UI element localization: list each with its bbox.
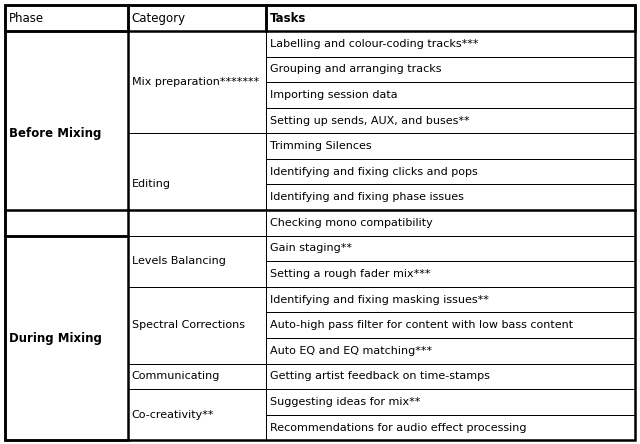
Text: Gain staging**: Gain staging** <box>270 243 352 254</box>
Bar <box>266 108 635 133</box>
Bar <box>266 287 635 313</box>
Bar <box>266 159 635 185</box>
Text: Identifying and fixing clicks and pops: Identifying and fixing clicks and pops <box>270 166 478 177</box>
Bar <box>128 236 266 287</box>
Text: Getting artist feedback on time-stamps: Getting artist feedback on time-stamps <box>270 372 490 381</box>
Text: Before Mixing: Before Mixing <box>9 127 101 140</box>
Text: Co-creativity**: Co-creativity** <box>132 410 214 420</box>
Text: Suggesting ideas for mix**: Suggesting ideas for mix** <box>270 397 420 407</box>
Bar <box>266 415 635 440</box>
Bar <box>266 313 635 338</box>
Text: Spectral Corrections: Spectral Corrections <box>132 320 244 330</box>
Bar <box>128 389 266 440</box>
Bar <box>266 185 635 210</box>
Text: Editing: Editing <box>132 179 171 190</box>
Text: During Mixing: During Mixing <box>9 332 102 345</box>
Text: Recommendations for audio effect processing: Recommendations for audio effect process… <box>270 423 527 432</box>
Bar <box>128 364 266 389</box>
Bar <box>266 236 635 261</box>
Bar <box>266 56 635 82</box>
Text: Category: Category <box>132 12 186 24</box>
Text: Identifying and fixing phase issues: Identifying and fixing phase issues <box>270 192 464 202</box>
Bar <box>266 82 635 108</box>
Text: Trimming Silences: Trimming Silences <box>270 141 372 151</box>
Text: Setting a rough fader mix***: Setting a rough fader mix*** <box>270 269 431 279</box>
Bar <box>266 364 635 389</box>
Text: Grouping and arranging tracks: Grouping and arranging tracks <box>270 64 442 74</box>
Bar <box>266 133 635 159</box>
Bar <box>5 236 128 440</box>
Text: Tasks: Tasks <box>270 12 307 24</box>
Text: Importing session data: Importing session data <box>270 90 398 100</box>
Bar <box>266 210 635 236</box>
Text: Auto-high pass filter for content with low bass content: Auto-high pass filter for content with l… <box>270 320 573 330</box>
Bar <box>128 5 266 31</box>
Bar <box>128 133 266 236</box>
Text: Levels Balancing: Levels Balancing <box>132 256 226 266</box>
Bar <box>266 5 635 31</box>
Bar <box>128 31 266 133</box>
Bar <box>266 389 635 415</box>
Text: Checking mono compatibility: Checking mono compatibility <box>270 218 433 228</box>
Text: Labelling and colour-coding tracks***: Labelling and colour-coding tracks*** <box>270 39 479 49</box>
Bar <box>266 261 635 287</box>
Text: Communicating: Communicating <box>132 372 220 381</box>
Bar <box>266 31 635 56</box>
Text: Identifying and fixing masking issues**: Identifying and fixing masking issues** <box>270 295 489 305</box>
Text: Auto EQ and EQ matching***: Auto EQ and EQ matching*** <box>270 346 433 356</box>
Bar <box>5 5 128 31</box>
Text: Setting up sends, AUX, and buses**: Setting up sends, AUX, and buses** <box>270 115 470 126</box>
Text: Mix preparation*******: Mix preparation******* <box>132 77 259 87</box>
Bar <box>5 31 128 236</box>
Bar <box>128 287 266 364</box>
Text: Phase: Phase <box>9 12 44 24</box>
Bar <box>266 338 635 364</box>
